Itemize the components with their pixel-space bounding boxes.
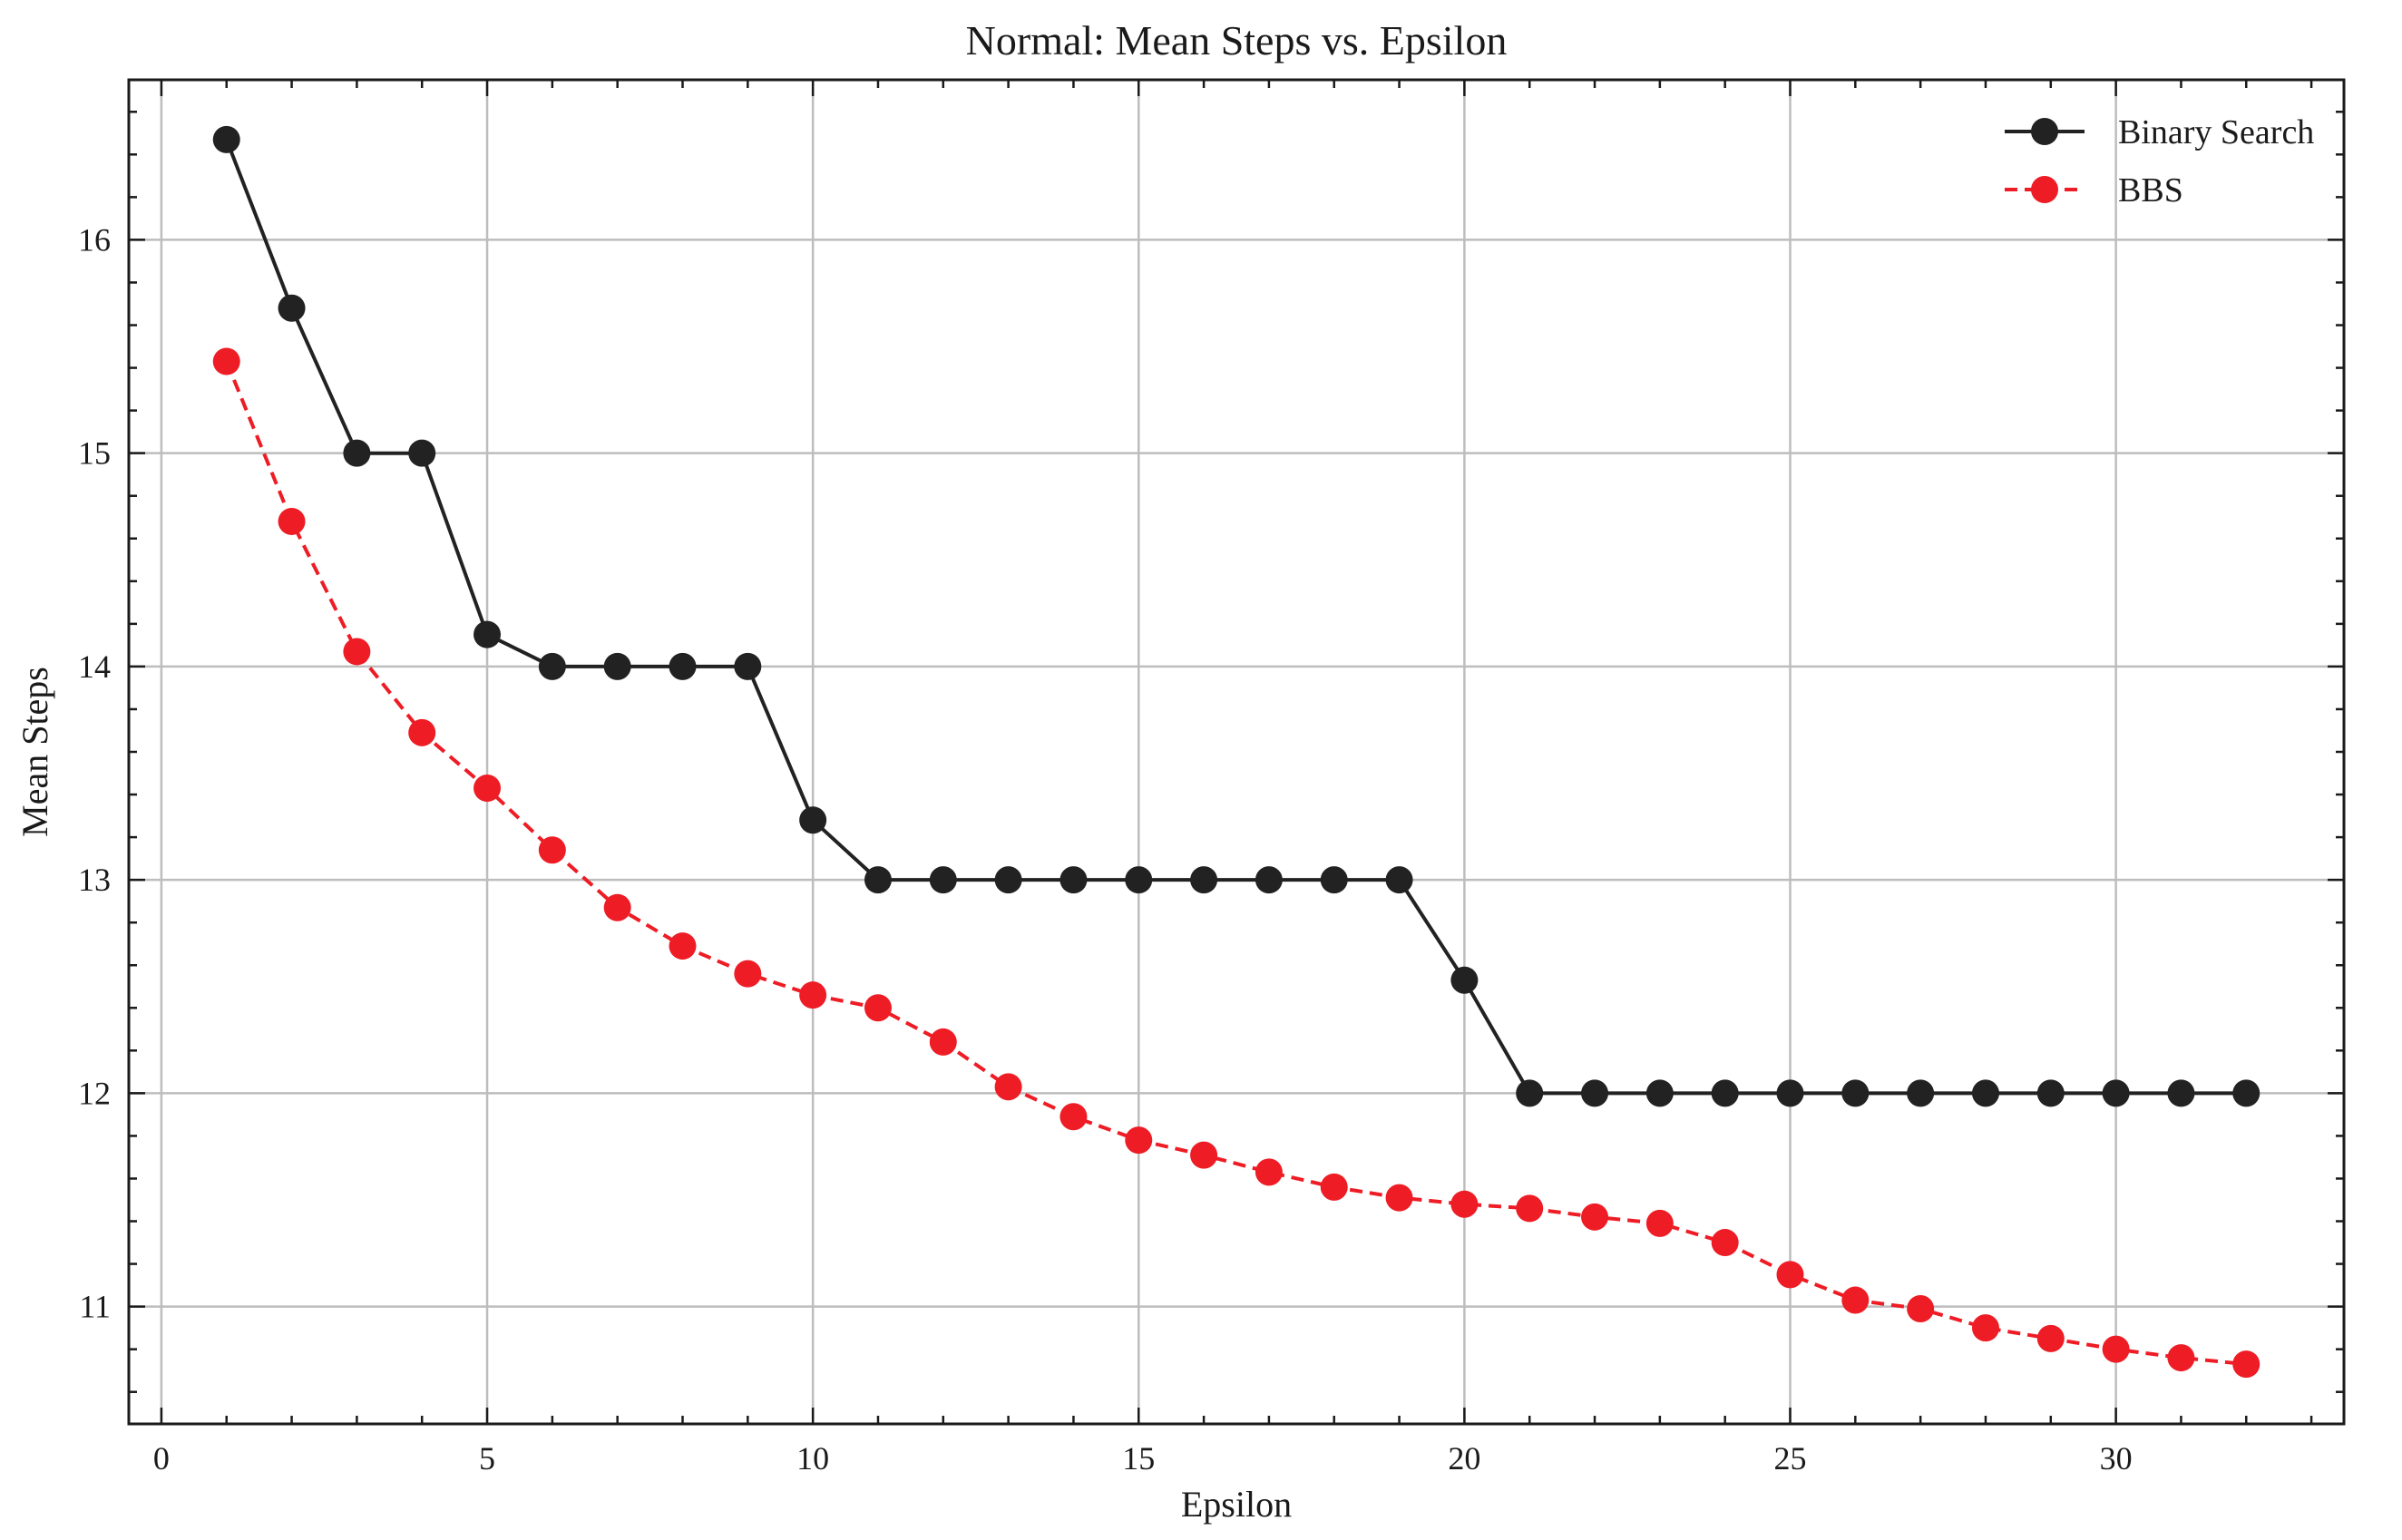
data-point <box>538 652 566 680</box>
series-line <box>224 360 2247 1367</box>
data-point <box>1450 1190 1479 1218</box>
y-tick-label: 11 <box>79 1289 111 1325</box>
data-point <box>864 994 892 1022</box>
data-point <box>408 718 436 746</box>
data-point <box>1971 1079 1999 1107</box>
data-point <box>799 981 827 1009</box>
legend-marker <box>2031 176 2058 203</box>
data-point <box>2036 1324 2065 1352</box>
series-layer <box>212 125 2260 1379</box>
data-point <box>1320 866 1348 894</box>
data-point <box>929 1028 957 1056</box>
series-1 <box>212 347 2260 1379</box>
x-tick-label: 30 <box>2100 1440 2133 1477</box>
data-point <box>1776 1261 1804 1289</box>
data-point <box>669 932 697 960</box>
data-point <box>343 439 371 467</box>
data-point <box>2102 1079 2130 1107</box>
data-point <box>669 652 697 680</box>
legend-item: BBS <box>2005 171 2183 210</box>
data-point <box>994 1073 1022 1101</box>
data-point <box>1059 1103 1088 1131</box>
x-tick-label: 5 <box>479 1440 495 1477</box>
data-point <box>1841 1286 1870 1314</box>
data-point <box>1385 866 1413 894</box>
data-point <box>1516 1079 1544 1107</box>
data-point <box>1320 1173 1348 1201</box>
x-axis-label: Epsilon <box>1181 1484 1292 1525</box>
y-tick-label: 13 <box>78 862 111 898</box>
x-tick-label: 15 <box>1122 1440 1155 1477</box>
x-tick-label: 25 <box>1774 1440 1807 1477</box>
data-point <box>734 960 762 988</box>
y-tick-label: 15 <box>78 435 111 472</box>
x-tick-label: 10 <box>796 1440 829 1477</box>
y-tick-label: 14 <box>78 648 111 685</box>
data-point <box>1190 1141 1218 1169</box>
grid-lines <box>129 80 2344 1424</box>
data-point <box>603 652 631 680</box>
data-point <box>1645 1079 1674 1107</box>
data-point <box>278 507 306 535</box>
data-point <box>343 638 371 666</box>
data-point <box>799 806 827 834</box>
x-tick-label: 0 <box>153 1440 170 1477</box>
data-point <box>212 125 240 153</box>
data-point <box>212 347 240 375</box>
legend-label: BBS <box>2118 171 2183 210</box>
data-point <box>2232 1079 2260 1107</box>
data-point <box>864 866 892 894</box>
data-point <box>1907 1294 1935 1322</box>
data-point <box>1255 866 1283 894</box>
tick-labels: 0 5 10 15 20 25 30 11 12 13 14 15 16 <box>78 221 2133 1477</box>
legend-label: Binary Search <box>2118 113 2314 151</box>
data-point <box>1255 1158 1283 1186</box>
data-point <box>1450 966 1479 994</box>
data-point <box>1841 1079 1870 1107</box>
data-point <box>1190 866 1218 894</box>
data-point <box>474 620 502 648</box>
data-point <box>474 774 502 802</box>
data-point <box>1581 1079 1609 1107</box>
data-point <box>2167 1079 2195 1107</box>
data-point <box>1516 1194 1544 1223</box>
data-point <box>1711 1079 1739 1107</box>
data-point <box>1711 1229 1739 1257</box>
data-point <box>2232 1350 2260 1379</box>
data-point <box>994 866 1022 894</box>
x-tick-label: 20 <box>1448 1440 1480 1477</box>
data-point <box>1776 1079 1804 1107</box>
data-point <box>278 294 306 322</box>
series-0 <box>212 125 2260 1107</box>
data-point <box>2102 1335 2130 1363</box>
chart-title: Normal: Mean Steps vs. Epsilon <box>966 17 1508 63</box>
data-point <box>1581 1203 1609 1231</box>
legend-item: Binary Search <box>2005 113 2314 151</box>
data-point <box>1125 866 1153 894</box>
y-axis-label: Mean Steps <box>15 667 55 837</box>
data-point <box>1385 1184 1413 1212</box>
legend-marker <box>2031 118 2058 145</box>
y-tick-label: 12 <box>78 1075 111 1111</box>
data-point <box>408 439 436 467</box>
data-point <box>2036 1079 2065 1107</box>
data-point <box>2167 1344 2195 1372</box>
data-point <box>929 866 957 894</box>
legend: Binary Search BBS <box>2005 113 2314 210</box>
data-point <box>1059 866 1088 894</box>
data-point <box>538 836 566 864</box>
data-point <box>1907 1079 1935 1107</box>
data-point <box>1645 1209 1674 1237</box>
data-point <box>1125 1126 1153 1155</box>
data-point <box>734 652 762 680</box>
data-point <box>1971 1314 1999 1342</box>
data-point <box>603 893 631 921</box>
axis-ticks <box>129 80 2344 1424</box>
y-tick-label: 16 <box>78 221 111 258</box>
